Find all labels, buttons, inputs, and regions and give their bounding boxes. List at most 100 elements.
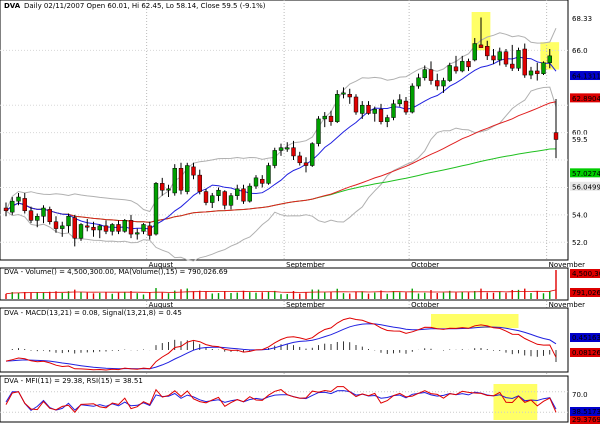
candle-body <box>335 93 340 122</box>
macd-lines <box>5 317 557 371</box>
volume-panel: DVA - Volume() = 4,500,300.00, MA(Volume… <box>0 267 600 301</box>
mfi-rsi-panel: DVA - MFI(11) = 29.38, RSI(15) = 38.51 7… <box>0 375 600 424</box>
candle-body <box>3 207 9 212</box>
candle-body <box>322 115 327 120</box>
candle-body <box>210 195 215 203</box>
candle-body <box>85 225 90 228</box>
candle-body <box>97 225 102 231</box>
macd-highlight <box>431 314 519 328</box>
moving-average-lines <box>5 56 557 230</box>
candle-body <box>60 225 65 229</box>
candle-body <box>472 43 477 61</box>
month-labels-volume: August September October November <box>149 301 586 309</box>
price-symbol-label: DVA <box>4 2 21 10</box>
candle-body <box>453 66 459 72</box>
candle-body <box>22 198 27 212</box>
volume-panel-frame <box>0 267 569 301</box>
price-axis-label: 56.0499 <box>572 183 600 191</box>
price-axis-label: 59.5 <box>572 136 588 144</box>
candle-body <box>447 65 452 81</box>
macd-line <box>5 317 557 371</box>
candle-body <box>416 77 421 87</box>
price-axis-label-bg <box>570 134 600 144</box>
candle-body <box>385 117 390 122</box>
month-label: August <box>149 301 174 309</box>
mfi-rsi-label: DVA - MFI(11) = 29.38, RSI(15) = 38.51 <box>4 377 143 385</box>
month-label: August <box>149 261 174 269</box>
volume-axis-label: 791,026 <box>572 289 600 297</box>
price-axis-label: 66.0 <box>572 47 588 55</box>
candle-body <box>528 70 534 76</box>
mfi-axis-label: 38.5173 <box>572 408 600 416</box>
candle-body <box>535 70 540 74</box>
candle-body <box>491 55 496 61</box>
macd-signal-line <box>5 323 557 370</box>
month-label: October <box>411 261 439 269</box>
mfi-highlight <box>0 384 568 420</box>
volume-bars <box>5 270 557 299</box>
candle-body <box>297 155 302 164</box>
price-axis-label-bg <box>570 237 600 247</box>
macd-axis-label-bg <box>570 333 600 342</box>
candle-body <box>141 224 146 232</box>
candle-body <box>178 168 184 191</box>
candle-body <box>485 46 490 57</box>
candle-body <box>197 174 202 192</box>
candle-body <box>116 224 121 232</box>
candle-body <box>503 51 509 65</box>
price-axis-label-bg <box>570 127 600 137</box>
candle-body <box>397 99 402 105</box>
price-axis-label: 60.0 <box>572 129 588 137</box>
candle-body <box>428 69 434 81</box>
candle-body <box>35 215 40 221</box>
volume-ma-line <box>5 289 557 295</box>
candle-body <box>541 62 546 74</box>
mfi-axis-label-bg <box>570 407 600 416</box>
candle-body <box>410 85 415 113</box>
candle-body <box>135 232 140 235</box>
candle-body <box>553 132 559 140</box>
bollinger-lower-line <box>5 86 557 262</box>
candle-body <box>497 51 502 61</box>
macd-panel: DVA - MACD(13,21) = 0.08, Signal(13,21,8… <box>0 307 600 373</box>
macd-label: DVA - MACD(13,21) = 0.08, Signal(13,21,8… <box>4 309 182 317</box>
candle-body <box>72 217 77 239</box>
candle-body <box>91 226 96 231</box>
month-label: October <box>411 301 439 309</box>
rsi-line <box>5 390 557 412</box>
price-header-info: Daily 02/11/2007 Open 60.01, Hi 62.45, L… <box>24 2 266 10</box>
price-axis-label: 54.0 <box>572 211 588 219</box>
volume-axis-labels: 4,500,300 791,026 <box>570 269 600 297</box>
candle-body <box>41 207 46 217</box>
candle-body <box>403 100 409 113</box>
candle-body <box>172 168 177 194</box>
candle-body <box>266 165 271 184</box>
mfi-line <box>5 386 557 413</box>
mfi-rsi-lines <box>5 386 557 413</box>
candle-body <box>110 224 115 232</box>
candle-body <box>235 188 240 196</box>
candle-body <box>216 189 221 196</box>
macd-axis-label: 0.451632 <box>572 334 600 342</box>
mfi-axis-label: 29.3769 <box>572 416 600 424</box>
price-candles <box>3 17 559 247</box>
macd-histogram <box>11 339 557 362</box>
candle-body <box>372 109 377 114</box>
candle-body <box>166 188 171 191</box>
candle-body <box>228 195 234 206</box>
candle-body <box>316 118 321 144</box>
candle-body <box>310 143 315 166</box>
price-axis-label-bg <box>570 93 600 103</box>
mfi-rsi-panel-frame <box>0 375 569 423</box>
mfi-highlight-box <box>493 384 538 420</box>
candle-body <box>391 103 396 118</box>
candle-body <box>366 104 371 114</box>
price-axis-label: 52.0 <box>572 239 588 247</box>
month-label: September <box>286 261 325 269</box>
candle-body <box>16 196 21 202</box>
candle-body <box>547 55 552 63</box>
candle-body <box>510 63 515 69</box>
